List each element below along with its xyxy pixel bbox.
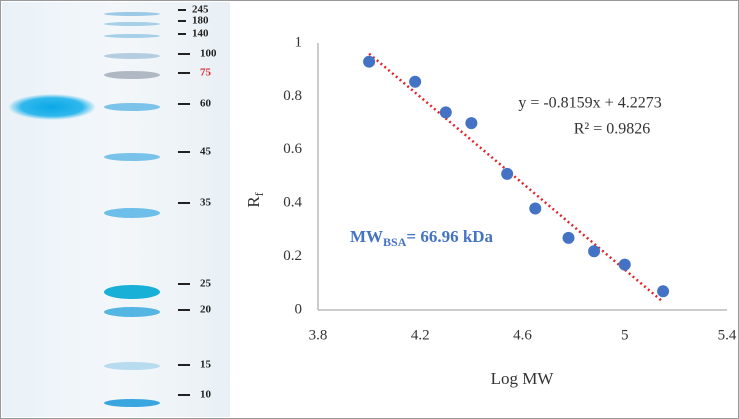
point xyxy=(363,55,376,68)
marker-label: 60 xyxy=(200,98,212,110)
ladder-band xyxy=(104,285,160,299)
marker-label: 15 xyxy=(200,359,212,371)
point xyxy=(618,258,631,271)
marker-label: 20 xyxy=(200,304,212,316)
marker-label: 180 xyxy=(192,15,209,27)
x-axis-label: Log MW xyxy=(491,369,555,388)
ladder-band xyxy=(104,208,160,218)
ladder-band xyxy=(104,53,160,59)
marker-label: 35 xyxy=(200,197,212,209)
y-tick-label: 0.2 xyxy=(283,248,302,264)
marker-label: 100 xyxy=(200,48,217,60)
y-tick-label: 0.8 xyxy=(283,88,302,104)
ladder-band xyxy=(104,12,160,16)
sample-band xyxy=(8,94,96,120)
point xyxy=(439,106,452,119)
r-squared: R² = 0.9826 xyxy=(574,121,651,138)
annotation-sub: BSA xyxy=(383,235,407,249)
y-tick-label: 1 xyxy=(295,34,303,50)
point xyxy=(657,285,670,298)
x-tick-label: 4.2 xyxy=(411,327,430,343)
y-label-sub: f xyxy=(252,192,266,196)
x-tick-label: 5.4 xyxy=(718,327,737,343)
y-axis-label: Rf xyxy=(244,192,266,207)
point xyxy=(562,231,575,244)
trendline xyxy=(368,52,664,303)
annotation-main: MW xyxy=(350,227,383,246)
point xyxy=(409,75,422,88)
point xyxy=(588,245,601,258)
ladder-band xyxy=(104,103,160,111)
annotation-rest: = 66.96 kDa xyxy=(406,227,493,246)
y-tick-label: 0.6 xyxy=(283,141,302,157)
marker-label: 10 xyxy=(200,389,212,401)
ladder-band xyxy=(104,399,160,407)
x-tick-label: 4.6 xyxy=(513,327,532,343)
marker-label: 75 xyxy=(200,67,212,79)
ladder-band xyxy=(104,22,160,26)
point xyxy=(465,117,478,130)
x-tick-label: 5 xyxy=(621,327,629,343)
marker-label: 245 xyxy=(192,4,209,16)
equation: y = -0.8159x + 4.2273 xyxy=(518,95,661,112)
marker-label: 140 xyxy=(192,28,209,40)
ladder-band xyxy=(104,362,160,370)
ladder-band xyxy=(104,71,160,79)
ladder-band xyxy=(104,153,160,161)
annotation: MWBSA= 66.96 kDa xyxy=(350,227,494,249)
marker-label: 25 xyxy=(200,278,212,290)
y-tick-label: 0.4 xyxy=(283,195,302,211)
y-tick-label: 0 xyxy=(295,301,303,317)
ladder-band xyxy=(104,34,160,38)
point xyxy=(501,167,514,180)
y-label-main: R xyxy=(244,196,263,208)
ladder xyxy=(104,12,160,407)
point xyxy=(529,202,542,215)
ladder-band xyxy=(104,307,160,317)
marker-label: 45 xyxy=(200,146,212,158)
x-tick-label: 3.8 xyxy=(309,327,328,343)
